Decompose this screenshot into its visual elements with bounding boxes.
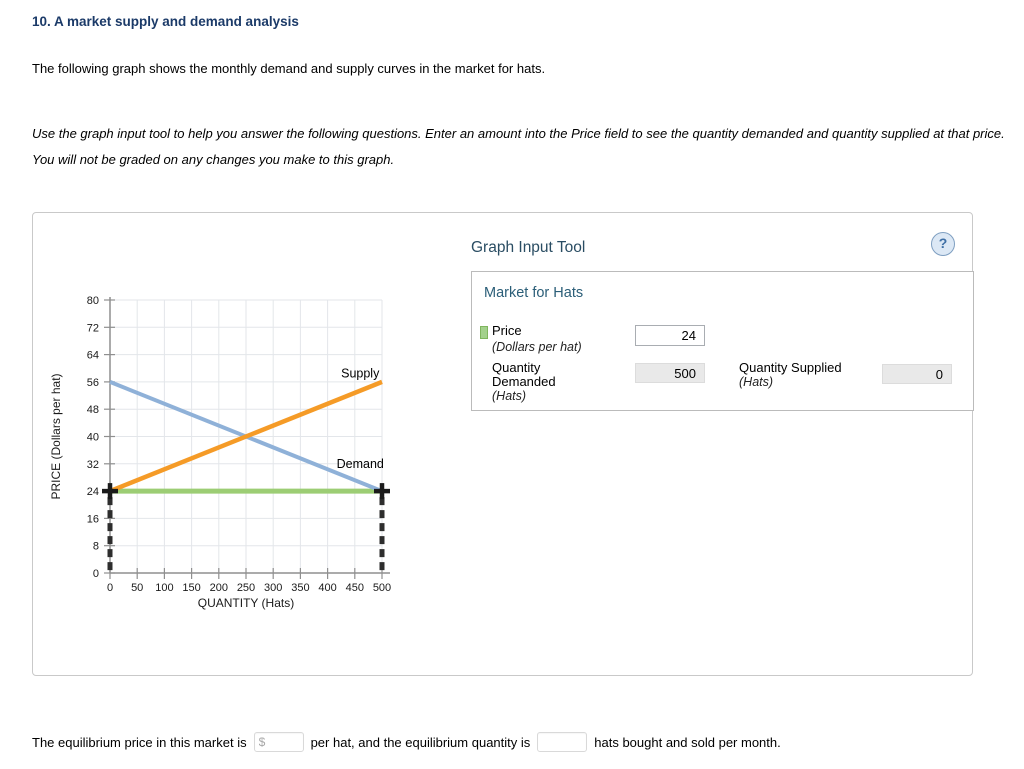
x-tick-label: 100	[155, 582, 173, 594]
price-color-swatch-icon	[480, 326, 488, 339]
y-tick-label: 32	[87, 459, 99, 471]
equilibrium-text-after: hats bought and sold per month.	[594, 734, 781, 750]
x-tick-label: 300	[264, 582, 282, 594]
x-tick-label: 450	[346, 582, 364, 594]
question-panel: 0 50 100 150 200 250 300 350 400 450 500 0 8 16 24 32 40…	[32, 212, 974, 676]
y-tick-label: 56	[87, 377, 99, 389]
y-axis-title: PRICE (Dollars per hat)	[49, 373, 63, 499]
quantity-supplied-label: Quantity Supplied	[739, 360, 842, 375]
supply-demand-graph[interactable]: 0 50 100 150 200 250 300 350 400 450 500 0 8 16 24 32 40…	[46, 285, 406, 620]
quantity-supplied-unit-label: (Hats)	[739, 375, 774, 389]
y-tick-label: 72	[87, 322, 99, 334]
x-axis-title: QUANTITY (Hats)	[198, 596, 294, 610]
x-tick-label: 200	[210, 582, 228, 594]
y-tick-label: 16	[87, 513, 99, 525]
y-tick-label: 40	[87, 432, 99, 444]
quantity-supplied-value: 0	[882, 364, 952, 384]
instructions-text: Use the graph input tool to help you ans…	[32, 126, 1005, 167]
supply-curve	[109, 379, 383, 494]
y-tick-label: 0	[93, 568, 99, 580]
y-tick-label: 48	[87, 404, 99, 416]
y-tick-label: 8	[93, 541, 99, 553]
graph-input-tool-title: Graph Input Tool	[471, 239, 586, 256]
intro-text: The following graph shows the monthly de…	[32, 61, 546, 76]
y-tick-label: 64	[87, 350, 99, 362]
quantity-demanded-unit-label: (Hats)	[492, 389, 527, 403]
demand-curve-label: Demand	[337, 457, 384, 471]
market-title: Market for Hats	[484, 285, 584, 301]
quantity-demanded-label: Quantity Demanded	[492, 360, 556, 389]
price-input[interactable]	[635, 325, 705, 346]
quantity-demanded-value: 500	[635, 363, 705, 383]
market-panel: Market for Hats Price (Dollars per hat) …	[471, 271, 974, 411]
y-tick-label: 80	[87, 295, 99, 307]
y-tick-label: 24	[87, 486, 99, 498]
x-tick-label: 150	[182, 582, 200, 594]
x-tick-label: 350	[291, 582, 309, 594]
question-title: 10. A market supply and demand analysis	[32, 14, 299, 29]
equilibrium-question: The equilibrium price in this market is …	[32, 731, 781, 753]
price-unit-label: (Dollars per hat)	[492, 340, 582, 354]
equilibrium-text-between: per hat, and the equilibrium quantity is	[310, 734, 531, 750]
x-tick-label: 50	[131, 582, 143, 594]
x-tick-label: 500	[373, 582, 391, 594]
equilibrium-quantity-input[interactable]	[537, 732, 588, 752]
equilibrium-price-input[interactable]	[253, 732, 304, 752]
help-icon[interactable]: ?	[931, 232, 955, 256]
supply-curve-label: Supply	[341, 366, 380, 380]
price-label: Price	[492, 323, 522, 338]
x-tick-label: 0	[107, 582, 113, 594]
equilibrium-text-before: The equilibrium price in this market is	[32, 734, 247, 750]
x-tick-label: 400	[318, 582, 336, 594]
x-tick-label: 250	[237, 582, 255, 594]
